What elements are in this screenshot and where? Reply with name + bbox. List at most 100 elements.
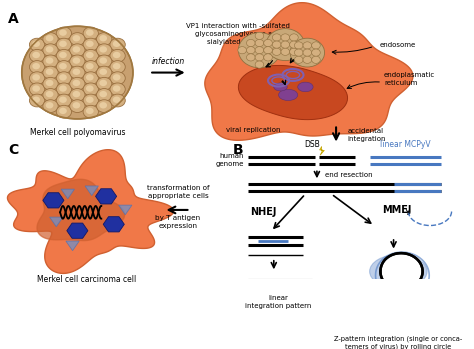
Circle shape bbox=[100, 102, 107, 109]
Circle shape bbox=[32, 86, 40, 92]
Circle shape bbox=[59, 97, 67, 103]
Circle shape bbox=[70, 44, 85, 57]
Circle shape bbox=[97, 55, 112, 68]
Polygon shape bbox=[381, 253, 423, 290]
Circle shape bbox=[281, 41, 290, 48]
Circle shape bbox=[290, 41, 298, 48]
Circle shape bbox=[281, 34, 290, 41]
Circle shape bbox=[246, 39, 255, 47]
Circle shape bbox=[86, 97, 94, 103]
Circle shape bbox=[70, 66, 85, 79]
Circle shape bbox=[113, 63, 120, 69]
Circle shape bbox=[56, 83, 72, 96]
Circle shape bbox=[110, 94, 125, 107]
Circle shape bbox=[294, 42, 303, 49]
Circle shape bbox=[46, 68, 54, 75]
Text: C: C bbox=[9, 143, 18, 157]
Circle shape bbox=[294, 56, 303, 64]
Circle shape bbox=[73, 102, 80, 109]
Text: transformation of
appropriate cells: transformation of appropriate cells bbox=[147, 185, 209, 199]
Circle shape bbox=[97, 44, 112, 57]
Circle shape bbox=[113, 74, 120, 81]
Circle shape bbox=[43, 66, 58, 79]
Circle shape bbox=[100, 35, 107, 42]
Circle shape bbox=[29, 94, 45, 107]
Circle shape bbox=[43, 55, 58, 68]
Circle shape bbox=[86, 40, 94, 47]
Circle shape bbox=[290, 34, 298, 41]
Circle shape bbox=[29, 50, 45, 62]
Circle shape bbox=[86, 29, 94, 36]
Text: by T antigen
expression: by T antigen expression bbox=[155, 215, 201, 229]
Ellipse shape bbox=[298, 82, 313, 92]
Circle shape bbox=[238, 33, 281, 68]
Text: Merkel cell carcinoma cell: Merkel cell carcinoma cell bbox=[37, 275, 137, 284]
Circle shape bbox=[97, 66, 112, 79]
Circle shape bbox=[113, 86, 120, 92]
Circle shape bbox=[29, 83, 45, 96]
Circle shape bbox=[32, 97, 40, 103]
Circle shape bbox=[97, 33, 112, 45]
Text: Z-pattern integration (single or conca-
temers of virus) by rolling circle: Z-pattern integration (single or conca- … bbox=[334, 335, 463, 349]
Circle shape bbox=[70, 33, 85, 45]
Polygon shape bbox=[67, 223, 88, 238]
Circle shape bbox=[83, 27, 99, 40]
Circle shape bbox=[110, 83, 125, 96]
Circle shape bbox=[281, 48, 290, 55]
Circle shape bbox=[86, 86, 94, 92]
Circle shape bbox=[264, 39, 273, 47]
Circle shape bbox=[56, 61, 72, 73]
Circle shape bbox=[56, 105, 72, 118]
Circle shape bbox=[311, 49, 320, 56]
Circle shape bbox=[303, 49, 311, 56]
Circle shape bbox=[56, 72, 72, 84]
Text: VP1 interaction with -sulfated
glycosaminoglycans and
sialylated glycans: VP1 interaction with -sulfated glycosami… bbox=[186, 23, 290, 45]
Circle shape bbox=[83, 105, 99, 118]
Circle shape bbox=[59, 40, 67, 47]
Circle shape bbox=[46, 80, 54, 86]
Polygon shape bbox=[238, 65, 347, 120]
Circle shape bbox=[59, 29, 67, 36]
Polygon shape bbox=[85, 186, 99, 195]
Polygon shape bbox=[43, 193, 64, 208]
Circle shape bbox=[255, 47, 264, 54]
Text: infection: infection bbox=[152, 57, 185, 66]
Circle shape bbox=[29, 72, 45, 84]
Circle shape bbox=[113, 40, 120, 47]
Circle shape bbox=[86, 63, 94, 69]
Circle shape bbox=[113, 97, 120, 103]
Circle shape bbox=[56, 27, 72, 40]
Circle shape bbox=[110, 38, 125, 51]
Circle shape bbox=[70, 77, 85, 90]
Circle shape bbox=[46, 91, 54, 97]
Circle shape bbox=[73, 68, 80, 75]
Circle shape bbox=[86, 74, 94, 81]
Circle shape bbox=[46, 46, 54, 53]
Circle shape bbox=[100, 68, 107, 75]
Circle shape bbox=[32, 52, 40, 58]
Circle shape bbox=[73, 46, 80, 53]
Circle shape bbox=[255, 54, 264, 61]
Circle shape bbox=[110, 50, 125, 62]
Text: endosome: endosome bbox=[379, 42, 415, 47]
Circle shape bbox=[59, 52, 67, 58]
Circle shape bbox=[97, 89, 112, 101]
Polygon shape bbox=[37, 179, 125, 240]
Circle shape bbox=[303, 56, 311, 64]
Circle shape bbox=[255, 61, 264, 68]
Circle shape bbox=[43, 44, 58, 57]
Ellipse shape bbox=[370, 255, 427, 288]
Polygon shape bbox=[50, 217, 63, 227]
Circle shape bbox=[73, 57, 80, 64]
Circle shape bbox=[110, 61, 125, 73]
Polygon shape bbox=[96, 189, 117, 204]
Circle shape bbox=[97, 77, 112, 90]
Circle shape bbox=[311, 56, 320, 64]
Polygon shape bbox=[205, 3, 413, 140]
Circle shape bbox=[97, 100, 112, 112]
Circle shape bbox=[86, 108, 94, 114]
Text: B: B bbox=[233, 143, 243, 157]
Circle shape bbox=[56, 50, 72, 62]
Ellipse shape bbox=[279, 89, 298, 101]
Circle shape bbox=[113, 52, 120, 58]
